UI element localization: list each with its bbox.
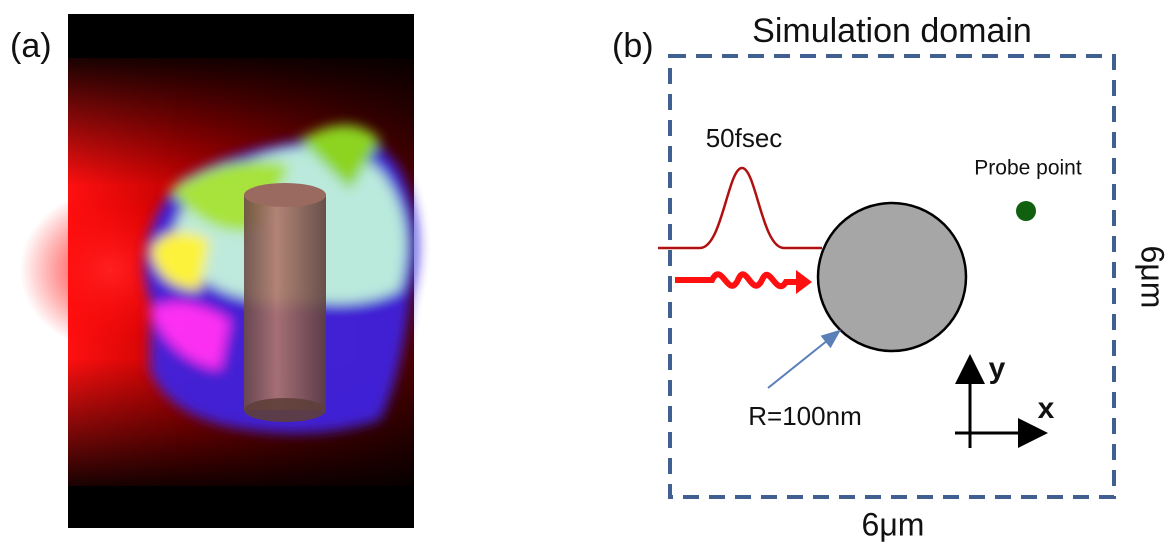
wave-arrowhead — [796, 270, 812, 294]
probe-point — [1016, 201, 1036, 221]
width-label: 6μm — [862, 506, 925, 542]
render-image — [20, 14, 418, 528]
axis-label: y — [989, 352, 1006, 385]
height-label: 6μm — [1135, 246, 1171, 309]
pulse-envelope — [658, 168, 822, 248]
probe-label: Probe point — [974, 157, 1082, 180]
axis-label: x — [1038, 392, 1055, 425]
figure: (a) (b) Simulation domain 50fsec Probe p… — [0, 0, 1174, 549]
incident-wave — [675, 274, 800, 286]
domain-title: Simulation domain — [752, 12, 1032, 50]
radius-label: R=100nm — [748, 401, 861, 431]
particle — [818, 203, 966, 351]
pulse-label: 50fsec — [706, 123, 783, 153]
radius-pointer — [768, 332, 838, 388]
panel-label: (b) — [612, 27, 654, 65]
panel-label: (a) — [10, 27, 52, 65]
